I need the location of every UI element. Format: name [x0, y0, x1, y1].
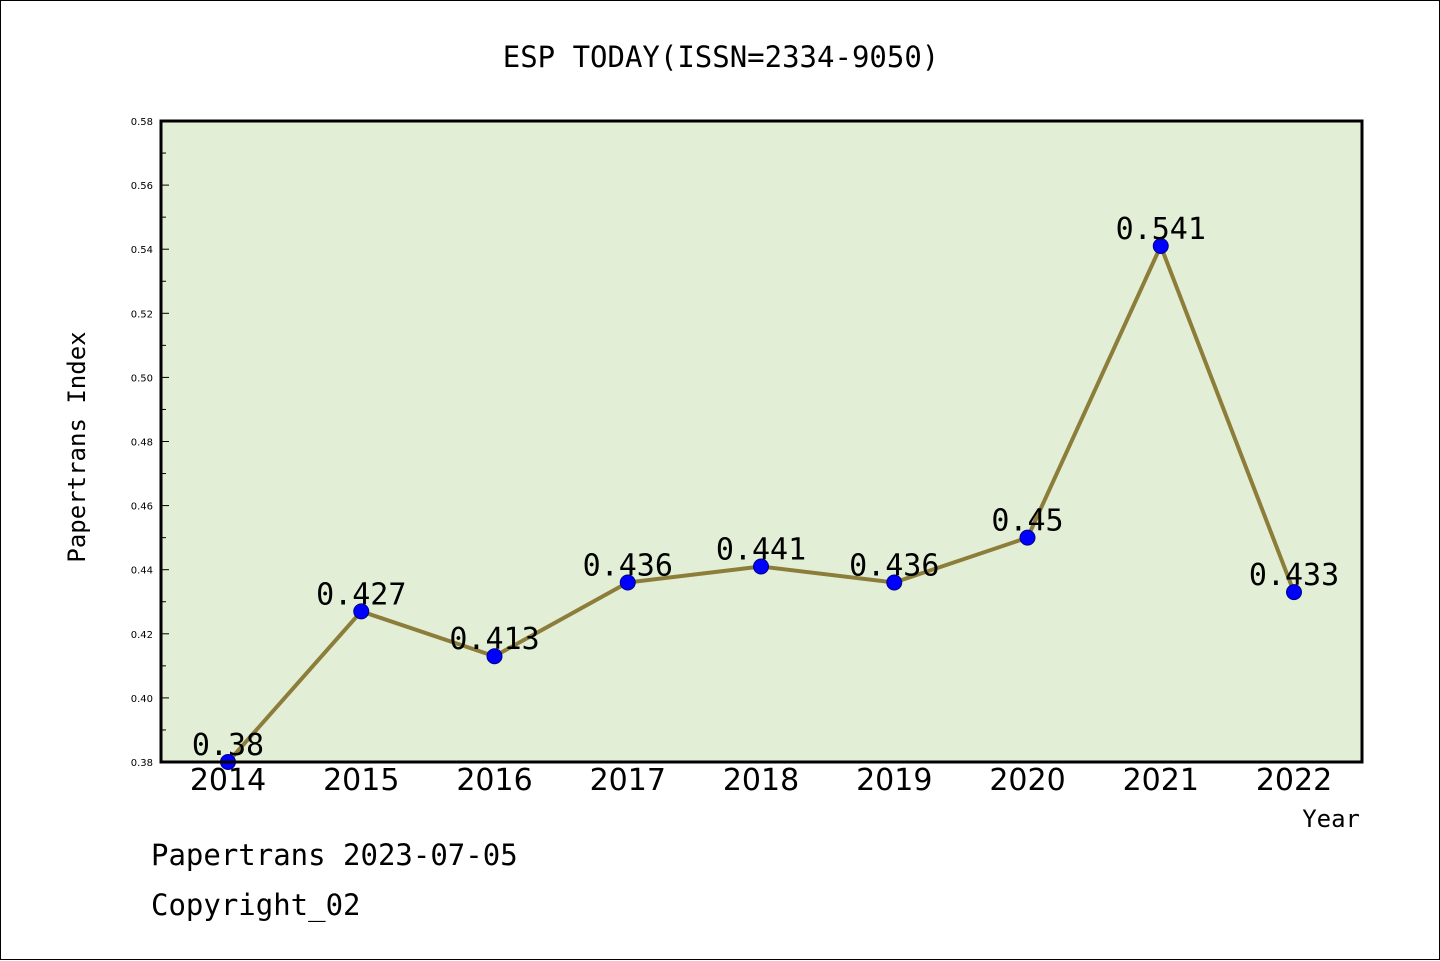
y-tick-label: 0.54	[131, 245, 153, 256]
data-label: 0.436	[849, 549, 939, 584]
data-point	[1286, 584, 1302, 601]
x-tick-label: 2015	[323, 763, 399, 798]
data-label: 0.436	[583, 549, 673, 584]
data-point	[753, 558, 769, 575]
y-tick-label: 0.38	[131, 758, 153, 769]
x-tick-label: 2018	[723, 763, 799, 798]
x-axis-label: Year	[1302, 805, 1360, 833]
plot-border	[159, 119, 1364, 764]
chart-title: ESP TODAY(ISSN=2334-9050)	[503, 40, 940, 74]
x-tick-label: 2022	[1256, 763, 1332, 798]
data-point	[886, 574, 903, 591]
y-tick-label: 0.42	[131, 630, 153, 641]
data-label: 0.433	[1249, 558, 1339, 593]
data-point	[1152, 237, 1169, 254]
footer-copyright: Copyright_02	[151, 888, 361, 923]
footer-date: Papertrans 2023-07-05	[151, 838, 518, 872]
data-label: 0.541	[1116, 212, 1206, 247]
data-label: 0.413	[449, 622, 539, 657]
y-axis-label: Papertrans Index	[63, 331, 91, 562]
data-point	[353, 603, 370, 620]
x-tick-label: 2021	[1123, 763, 1199, 798]
x-tick-label: 2017	[590, 763, 666, 798]
x-tick-label: 2020	[989, 763, 1065, 798]
x-tick-label: 2016	[456, 763, 532, 798]
y-tick-label: 0.40	[131, 694, 153, 705]
data-series: 0.38 0.427 0.413 0.436 0.441 0.436 0.45 0.541 0.…	[192, 212, 1339, 770]
data-label: 0.38	[192, 728, 264, 763]
data-point	[486, 648, 503, 665]
data-label: 0.441	[716, 532, 806, 567]
plot-area	[161, 121, 1362, 762]
y-tick-label: 0.56	[131, 181, 153, 192]
data-point	[619, 574, 636, 591]
y-tick-label: 0.48	[131, 438, 153, 449]
data-label: 0.45	[991, 504, 1063, 539]
data-point	[1019, 529, 1036, 546]
y-tick-label: 0.52	[131, 309, 153, 320]
y-tick-label: 0.46	[131, 502, 153, 513]
y-tick-label: 0.44	[131, 566, 153, 577]
y-tick-label: 0.50	[131, 373, 153, 384]
x-tick-label: 2019	[856, 763, 932, 798]
y-tick-label: 0.58	[131, 117, 153, 128]
data-label: 0.427	[316, 577, 406, 612]
